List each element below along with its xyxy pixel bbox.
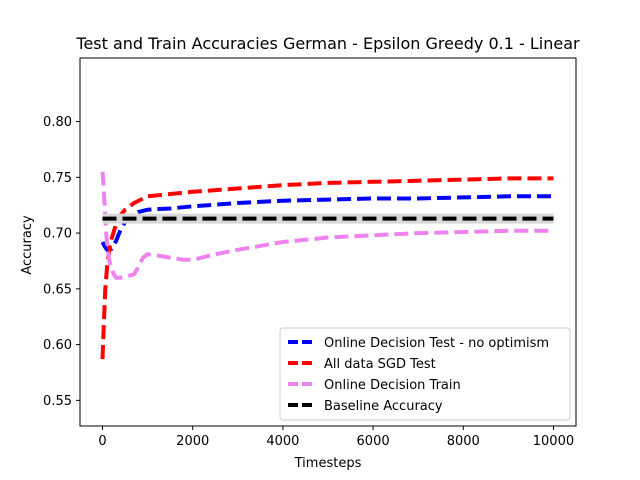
chart-title: Test and Train Accuracies German - Epsil…	[75, 34, 580, 53]
legend-box	[279, 327, 571, 421]
y-tick-label: 0.70	[43, 227, 72, 242]
y-axis-ticks: 0.55 0.60 0.65 0.70 0.75 0.80	[43, 115, 80, 409]
plot-area	[79, 57, 577, 427]
x-tick-label: 4000	[266, 434, 299, 449]
series-line-0	[100, 194, 554, 252]
legend: Online Decision Test - no optimism All da…	[279, 327, 571, 421]
legend-label-1: All data SGD Test	[324, 357, 436, 372]
legend-label-2: Online Decision Train	[324, 378, 461, 393]
series-line-2	[100, 171, 554, 280]
x-axis-ticks: 0 2000 4000 6000 8000 10000	[98, 426, 574, 449]
x-tick-label: 0	[98, 434, 106, 449]
y-tick-label: 0.75	[43, 171, 72, 186]
x-tick-label: 6000	[357, 434, 390, 449]
y-axis-label: Accuracy	[20, 215, 35, 275]
legend-label-0: Online Decision Test - no optimism	[324, 336, 549, 351]
plot-frame	[79, 57, 577, 427]
y-tick-label: 0.65	[43, 282, 72, 297]
y-tick-label: 0.55	[43, 394, 72, 409]
y-tick-label: 0.60	[43, 338, 72, 353]
x-tick-label: 8000	[447, 434, 480, 449]
y-tick-label: 0.80	[43, 115, 72, 130]
x-tick-label: 2000	[176, 434, 209, 449]
x-tick-label: 10000	[533, 434, 574, 449]
series-group	[100, 171, 554, 360]
x-axis-label: Timesteps	[294, 456, 362, 471]
legend-label-3: Baseline Accuracy	[324, 399, 443, 414]
